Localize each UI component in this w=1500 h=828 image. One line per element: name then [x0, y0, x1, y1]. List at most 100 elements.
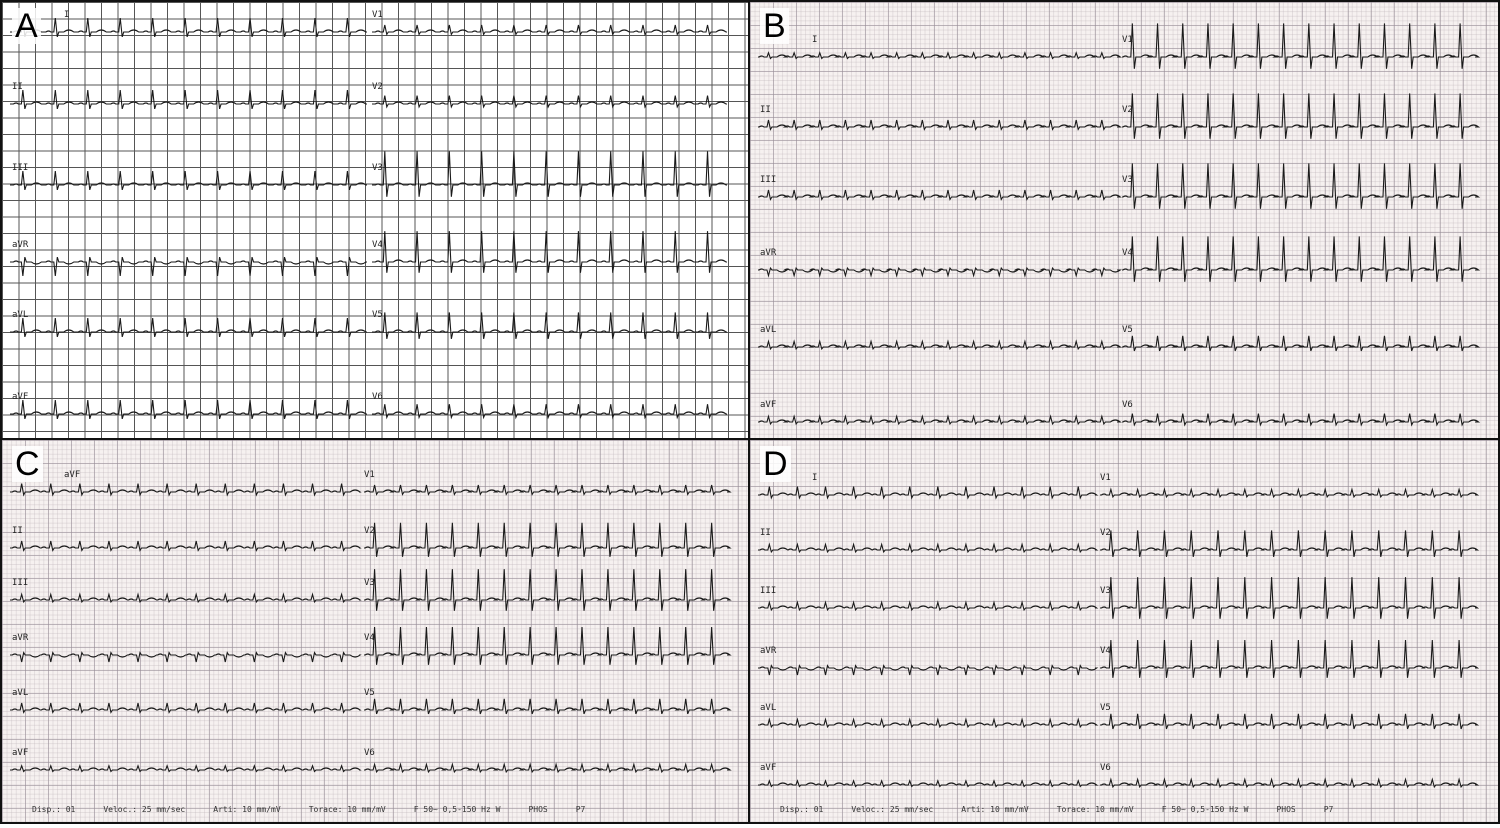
ecg-traces — [758, 23, 1481, 427]
lead-trace — [10, 399, 367, 420]
lead-trace — [1122, 23, 1481, 69]
lead-label: V2 — [364, 526, 375, 536]
lead-trace — [364, 522, 732, 557]
lead-trace — [372, 95, 727, 109]
ecg-panel-c: aVF V1 II V2 III V3 aVR V4 aVL V5 aVF V6 C Disp.: 01 V… — [0, 438, 750, 824]
lead-trace — [364, 484, 732, 496]
lead-label: aVL — [12, 688, 29, 698]
footer-disp: Disp.: 01 — [32, 805, 76, 814]
lead-label: V4 — [372, 240, 383, 250]
lead-label: V6 — [372, 392, 383, 402]
lead-label: V5 — [1100, 703, 1111, 713]
lead-label: II — [12, 526, 23, 536]
lead-trace — [10, 702, 362, 714]
lead-trace — [10, 592, 362, 604]
lead-label: V1 — [372, 10, 383, 20]
lead-label: aVR — [760, 248, 777, 258]
panel-letter: A — [12, 8, 41, 44]
lead-trace — [10, 256, 367, 277]
lead-label: III — [760, 175, 777, 185]
lead-trace — [10, 483, 362, 497]
lead-trace — [1122, 335, 1481, 352]
ecg-traces — [10, 483, 732, 774]
lead-trace — [10, 540, 362, 552]
footer-speed: Veloc.: 25 mm/sec — [103, 805, 186, 814]
lead-trace — [1122, 163, 1481, 209]
footer-code2: P7 — [1323, 805, 1334, 814]
lead-trace — [10, 651, 362, 663]
footer-limb-gain: Arti: 10 mm/mV — [213, 805, 281, 814]
lead-trace — [372, 24, 727, 36]
lead-trace — [372, 312, 727, 339]
lead-label: V2 — [1100, 528, 1111, 538]
ecg-panel-b: I V1 II V2 III V3 aVR V4 aVL V5 aVF V6 B — [748, 0, 1500, 440]
panel-letter: B — [760, 8, 789, 44]
lead-label: V4 — [364, 633, 375, 643]
ecg-panel-a: I V1 II V2 III V3 aVR V4 aVL V5 aVF V6 A — [0, 0, 750, 440]
lead-trace — [10, 89, 367, 110]
lead-label: aVR — [12, 240, 29, 250]
lead-trace — [1100, 487, 1480, 499]
footer-chest-gain: Torace: 10 mm/mV — [1056, 805, 1134, 814]
lead-trace — [1122, 413, 1481, 427]
lead-label: II — [760, 105, 771, 115]
lead-trace — [1100, 577, 1480, 619]
lead-label: III — [12, 578, 29, 588]
lead-label: V5 — [372, 310, 383, 320]
lead-trace — [364, 569, 732, 611]
lead-trace — [758, 266, 1122, 278]
panel-letter: C — [12, 446, 43, 482]
lead-label: V5 — [364, 688, 375, 698]
lead-label: aVR — [12, 633, 29, 643]
lead-trace — [758, 779, 1099, 788]
lead-trace — [364, 762, 732, 774]
lead-trace — [372, 404, 727, 420]
lead-label: aVF — [64, 470, 81, 480]
lead-label: aVF — [12, 748, 29, 758]
lead-trace — [758, 542, 1099, 554]
lead-label: V4 — [1122, 248, 1133, 258]
lead-trace — [758, 189, 1122, 201]
footer-code1: PHOS — [1276, 805, 1296, 814]
lead-trace — [372, 151, 727, 197]
lead-trace — [10, 317, 367, 338]
lead-trace — [1100, 713, 1480, 730]
lead-trace — [10, 17, 367, 38]
lead-trace — [758, 717, 1099, 729]
lead-label: V3 — [372, 163, 383, 173]
footer-filter: F 50~ 0,5-150 Hz W — [413, 805, 501, 814]
lead-trace — [364, 698, 732, 715]
footer-speed: Veloc.: 25 mm/sec — [851, 805, 934, 814]
footer-limb-gain: Arti: 10 mm/mV — [961, 805, 1029, 814]
ecg-panel-d: I V1 II V2 III V3 aVR V4 aVL V5 aVF V6 D Disp.: 01 Vel… — [748, 438, 1500, 824]
lead-trace — [1100, 639, 1480, 678]
lead-label: V6 — [1100, 763, 1111, 773]
lead-trace — [1100, 777, 1480, 789]
lead-label: V6 — [364, 748, 375, 758]
lead-label: II — [760, 528, 771, 538]
lead-label: V6 — [1122, 400, 1133, 410]
lead-label: V2 — [372, 82, 383, 92]
lead-trace — [10, 764, 362, 773]
lead-trace — [364, 626, 732, 665]
recording-settings-footer: Disp.: 01 Veloc.: 25 mm/sec Arti: 10 mm/mV… — [780, 805, 1361, 814]
lead-label: I — [812, 35, 818, 45]
lead-label: V3 — [1122, 175, 1133, 185]
lead-trace — [1100, 530, 1480, 557]
recording-settings-footer: Disp.: 01 Veloc.: 25 mm/sec Arti: 10 mm/mV… — [32, 805, 613, 814]
lead-label: V3 — [364, 578, 375, 588]
lead-label: aVL — [12, 310, 29, 320]
lead-label: V4 — [1100, 646, 1111, 656]
lead-label: V5 — [1122, 325, 1133, 335]
lead-label: I — [812, 473, 818, 483]
lead-trace — [10, 170, 367, 191]
lead-label: I — [64, 10, 70, 20]
footer-code1: PHOS — [528, 805, 548, 814]
lead-label: V1 — [1122, 35, 1133, 45]
lead-trace — [758, 600, 1099, 612]
lead-trace — [1122, 93, 1481, 139]
lead-label: aVF — [760, 400, 777, 410]
lead-trace — [758, 414, 1122, 426]
lead-trace — [758, 51, 1122, 60]
lead-trace — [758, 339, 1122, 351]
